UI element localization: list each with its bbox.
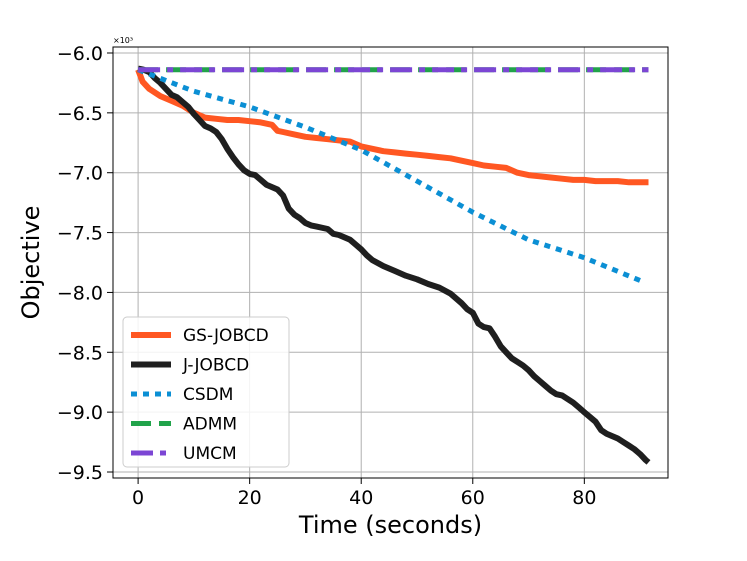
plot-frame xyxy=(112,46,669,479)
y-tick-label: −8.0 xyxy=(57,282,103,304)
x-tick-label: 40 xyxy=(349,487,373,509)
y-tick-label: −7.0 xyxy=(57,163,103,185)
y-tick-label: −7.5 xyxy=(57,223,103,245)
x-tick-label: 20 xyxy=(238,487,262,509)
ticks-group: 0 20 40 60 80 −6.0 −6.5 −7.0 −7.5 −8.0 −8.5 −9.0 −9.… xyxy=(57,43,597,509)
x-tick-label: 60 xyxy=(461,487,485,509)
series-line-j-jobcd xyxy=(137,65,651,465)
x-axis-title: Time (seconds) xyxy=(298,511,482,539)
y-scale-label: ×10³ xyxy=(113,36,133,45)
legend-box xyxy=(122,316,290,468)
legend-label-j-jobcd: J-JOBCD xyxy=(182,356,249,376)
series-group xyxy=(135,65,651,465)
y-axis-title: Objective xyxy=(17,206,45,320)
series-line-gs-jobcd xyxy=(135,68,649,186)
grid xyxy=(113,47,668,478)
y-tick-label: −8.5 xyxy=(57,342,103,364)
y-tick-label: −9.0 xyxy=(57,402,103,424)
y-tick-label: −6.0 xyxy=(57,43,103,65)
y-tick-label: −6.5 xyxy=(57,103,103,125)
x-tick-label: 80 xyxy=(572,487,596,509)
y-tick-label: −9.5 xyxy=(57,462,103,484)
series-line-csdm xyxy=(137,67,642,283)
x-tick-label: 0 xyxy=(132,487,144,509)
legend-label-umcm: UMCM xyxy=(183,444,237,464)
legend-label-admm: ADMM xyxy=(183,415,237,435)
legend-label-csdm: CSDM xyxy=(183,385,233,405)
legend: GS-JOBCD J-JOBCD CSDM ADMM UMCM xyxy=(122,316,290,468)
legend-label-gs-jobcd: GS-JOBCD xyxy=(183,326,269,346)
